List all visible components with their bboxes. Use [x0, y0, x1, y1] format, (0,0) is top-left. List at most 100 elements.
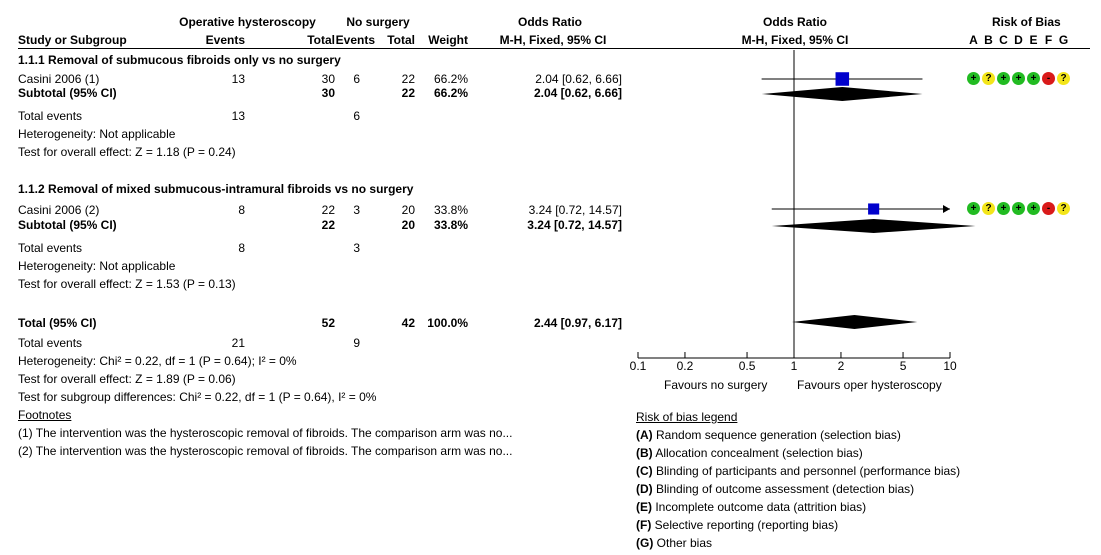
rob-dot-unc: ?: [1057, 202, 1070, 215]
or-header: Odds Ratio: [517, 15, 582, 29]
subtotal-or: 3.24 [0.72, 14.57]: [527, 218, 622, 232]
favours-left-label: Favours no surgery: [664, 378, 768, 392]
total-events-label: Total events: [18, 109, 83, 123]
study-or: 2.04 [0.62, 6.66]: [535, 72, 622, 86]
rob-legend-title: Risk of bias legend: [636, 410, 738, 424]
total1-header: Total: [307, 33, 335, 47]
total-or: 2.44 [0.97, 6.17]: [533, 316, 622, 330]
study-total2: 22: [401, 72, 415, 86]
total-events2: 9: [353, 336, 360, 350]
events1-header: Events: [205, 33, 245, 47]
rob-letter: D: [1014, 33, 1023, 47]
method-plot-header: M-H, Fixed, 95% CI: [741, 33, 849, 47]
study-events2: 3: [353, 203, 360, 217]
rob-legend-letter: (A): [636, 428, 653, 442]
total-label: Total (95% CI): [18, 316, 97, 330]
x-tick-label: 1: [791, 359, 798, 373]
rob-legend-item: (D) Blinding of outcome assessment (dete…: [636, 482, 914, 496]
rob-header: Risk of Bias: [992, 15, 1061, 29]
x-tick-label: 10: [943, 359, 957, 373]
rob-letter: A: [969, 33, 978, 47]
total-events-label: Total events: [18, 336, 83, 350]
events2-header: Events: [335, 33, 375, 47]
total2-header: Total: [387, 33, 415, 47]
ci-arrow: [943, 205, 950, 213]
rob-legend-item: (A) Random sequence generation (selectio…: [636, 428, 901, 442]
method-header: M-H, Fixed, 95% CI: [499, 33, 607, 47]
footnote: (2) The intervention was the hysteroscop…: [18, 444, 513, 458]
favours-right-label: Favours oper hysteroscopy: [797, 378, 942, 392]
rob-legend-text: Random sequence generation (selection bi…: [652, 428, 901, 442]
heterogeneity-text: Heterogeneity: Not applicable: [18, 127, 176, 141]
rob-legend-letter: (E): [636, 500, 652, 514]
subtotal-label: Subtotal (95% CI): [18, 218, 117, 232]
rob-dot-low: +: [967, 202, 980, 215]
rob-dot-high: -: [1042, 72, 1055, 85]
x-tick-label: 0.1: [630, 359, 647, 373]
x-tick-label: 0.2: [677, 359, 694, 373]
subtotal-total1: 30: [321, 86, 335, 100]
total-events-label: Total events: [18, 241, 83, 255]
group1-header: Operative hysteroscopy: [179, 15, 316, 29]
group2-header: No surgery: [346, 15, 410, 29]
overall-effect-text: Test for overall effect: Z = 1.18 (P = 0…: [18, 145, 236, 159]
subgroup-differences: Test for subgroup differences: Chi² = 0.…: [18, 390, 377, 404]
x-tick-label: 5: [900, 359, 907, 373]
rob-letter: E: [1029, 33, 1038, 47]
rob-legend-item: (C) Blinding of participants and personn…: [636, 464, 960, 478]
rob-letter: C: [999, 33, 1008, 47]
pooled-diamond: [761, 87, 923, 101]
study-name: Casini 2006 (2): [18, 203, 100, 217]
study-or: 3.24 [0.72, 14.57]: [528, 203, 622, 217]
x-tick-label: 0.5: [739, 359, 756, 373]
subtotal-label: Subtotal (95% CI): [18, 86, 117, 100]
subtotal-total2: 22: [401, 86, 415, 100]
study-name: Casini 2006 (1): [18, 72, 100, 86]
subtotal-or: 2.04 [0.62, 6.66]: [533, 86, 622, 100]
pooled-diamond: [771, 219, 976, 233]
study-total1: 22: [321, 203, 335, 217]
rob-letter: G: [1058, 33, 1069, 47]
rob-legend-item: (E) Incomplete outcome data (attrition b…: [636, 500, 866, 514]
rob-dot-unc: ?: [982, 202, 995, 215]
rob-legend-letter: (G): [636, 536, 654, 550]
rob-dot-low: +: [1012, 202, 1025, 215]
footnotes-title: Footnotes: [18, 408, 72, 422]
rob-letter: B: [984, 33, 993, 47]
rob-dot-low: +: [1027, 202, 1040, 215]
study-marker: [835, 72, 850, 86]
rob-letter: F: [1044, 33, 1053, 47]
subtotal-total2: 20: [401, 218, 415, 232]
weight-header: Weight: [428, 33, 468, 47]
study-marker: [868, 203, 880, 215]
total-events1: 8: [238, 241, 245, 255]
total-heterogeneity: Heterogeneity: Chi² = 0.22, df = 1 (P = …: [18, 354, 297, 368]
rob-legend-letter: (B): [636, 446, 653, 460]
rob-dot-low: +: [997, 202, 1010, 215]
study-total2: 20: [401, 203, 415, 217]
rob-legend-text: Blinding of participants and personnel (…: [652, 464, 961, 478]
study-weight: 33.8%: [433, 203, 468, 217]
study-events1: 13: [231, 72, 245, 86]
study-total1: 30: [321, 72, 335, 86]
footnote: (1) The intervention was the hysteroscop…: [18, 426, 513, 440]
subgroup-title: 1.1.1 Removal of submucous fibroids only…: [18, 53, 341, 67]
subtotal-weight: 33.8%: [433, 218, 468, 232]
subtotal-weight: 66.2%: [433, 86, 468, 100]
total-overall-effect: Test for overall effect: Z = 1.89 (P = 0…: [18, 372, 236, 386]
rob-dot-unc: ?: [1057, 72, 1070, 85]
total-events1: 21: [231, 336, 245, 350]
pooled-diamond: [791, 315, 918, 329]
rob-legend-text: Selective reporting (reporting bias): [651, 518, 839, 532]
rob-dot-low: +: [967, 72, 980, 85]
rob-legend-text: Other bias: [653, 536, 713, 550]
rob-legend-text: Allocation concealment (selection bias): [652, 446, 863, 460]
overall-effect-text: Test for overall effect: Z = 1.53 (P = 0…: [18, 277, 236, 291]
total-events1: 13: [231, 109, 245, 123]
rob-dot-low: +: [1027, 72, 1040, 85]
study-events2: 6: [353, 72, 360, 86]
x-tick-label: 2: [838, 359, 845, 373]
total-events2: 3: [353, 241, 360, 255]
